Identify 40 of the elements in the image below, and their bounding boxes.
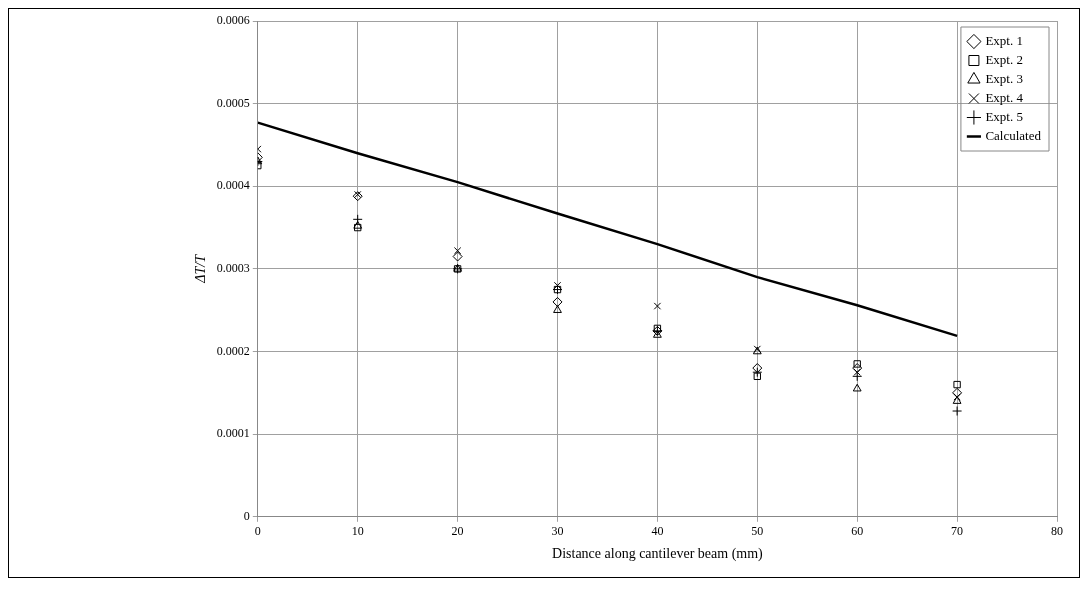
- legend-label: Expt. 3: [985, 70, 1023, 86]
- legend-label: Calculated: [985, 127, 1042, 143]
- x-axis-title: Distance along cantilever beam (mm): [552, 546, 764, 563]
- y-tick-label: 0.0005: [216, 95, 250, 110]
- x-tick-label: 70: [951, 524, 964, 539]
- y-tick-label: 0: [243, 508, 250, 523]
- x-tick-label: 30: [551, 524, 564, 539]
- x-tick-label: 80: [1051, 524, 1063, 539]
- y-tick-label: 0.0003: [216, 261, 250, 276]
- y-tick-label: 0.0006: [216, 13, 250, 28]
- y-tick-label: 0.0001: [216, 426, 250, 441]
- point: [653, 324, 662, 333]
- point: [952, 387, 963, 398]
- legend-label: Expt. 2: [985, 51, 1023, 67]
- point: [354, 223, 362, 232]
- point: [353, 220, 363, 229]
- y-axis-title: ΔT/T: [193, 253, 209, 284]
- point: [953, 380, 961, 389]
- point: [952, 396, 962, 404]
- point: [552, 296, 563, 307]
- point: [553, 305, 562, 313]
- x-tick-label: 50: [751, 524, 764, 539]
- legend-label: Expt. 5: [985, 108, 1023, 124]
- point: [753, 372, 761, 381]
- x-tick-label: 10: [351, 524, 364, 539]
- x-tick-label: 20: [451, 524, 464, 539]
- y-tick-label: 0.0002: [216, 343, 250, 358]
- x-tick-label: 60: [851, 524, 864, 539]
- point: [653, 302, 662, 310]
- y-tick-label: 0.0004: [216, 178, 250, 193]
- legend-label: Expt. 4: [985, 89, 1024, 105]
- point: [452, 251, 463, 262]
- point: [852, 383, 862, 392]
- point: [752, 363, 763, 374]
- point: [952, 406, 963, 417]
- legend-label: Expt. 1: [985, 32, 1023, 48]
- x-tick-label: 0: [254, 524, 261, 539]
- point: [653, 330, 662, 338]
- point: [853, 360, 861, 368]
- x-tick-label: 40: [651, 524, 664, 539]
